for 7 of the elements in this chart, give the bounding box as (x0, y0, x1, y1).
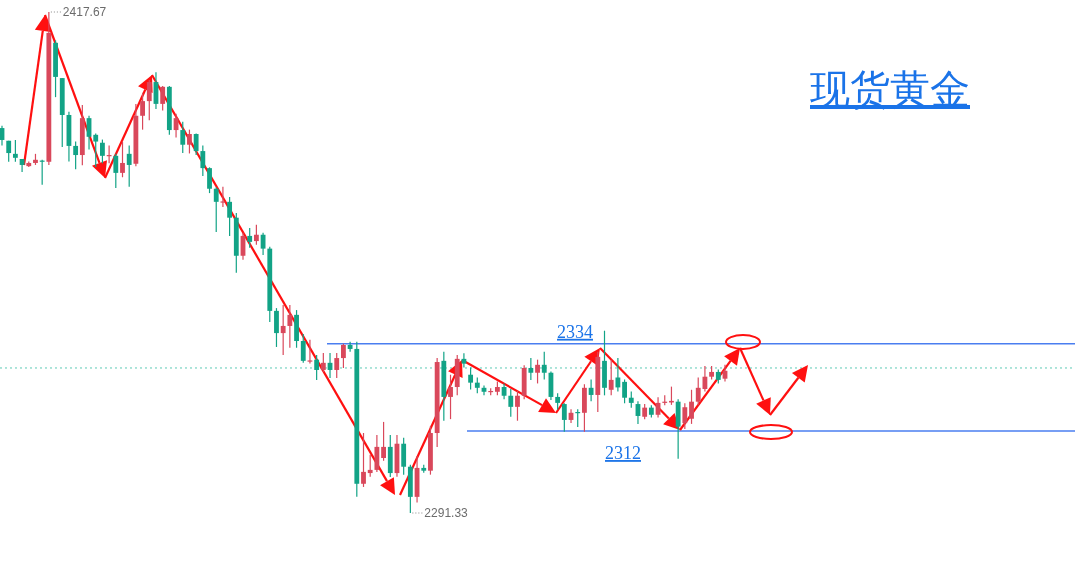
annotation: 2417.67 (50, 5, 107, 19)
annotation: 2417.67 (62, 5, 107, 19)
annotation: 2291.33 (424, 506, 469, 520)
ref-line-label: 2312 (605, 443, 641, 464)
annotation: 2291.33 (411, 506, 468, 520)
title: 现货黄金 (810, 67, 970, 111)
ref-line-label: 2334 (557, 321, 593, 342)
